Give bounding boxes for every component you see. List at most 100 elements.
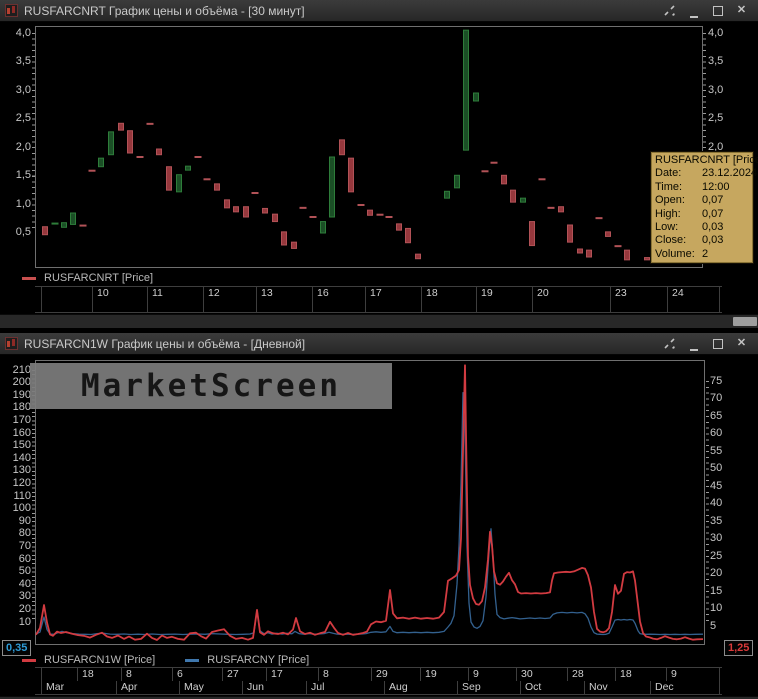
x-axis-grid-line (476, 299, 477, 312)
x-axis-grid-line (468, 668, 469, 681)
candle (118, 122, 124, 131)
candle (70, 212, 76, 225)
candle (127, 130, 133, 154)
y-axis-minor-ticks-left (32, 33, 35, 233)
candle (214, 183, 220, 191)
maximize-button[interactable] (710, 336, 725, 351)
minimize-button[interactable] (686, 336, 701, 351)
tooltip-title: RUSFARCNRT [Price] (655, 154, 758, 166)
tooltip-field-label: Low: (655, 221, 679, 234)
x-axis-grid-line (615, 668, 616, 681)
x-axis-day-row: 18 8 6 27 17 8 29 19 9 30 28 18 9 (35, 667, 722, 682)
y-axis-label: 4,0 (15, 26, 31, 39)
price-line-rusfarcn1w (35, 364, 704, 641)
tooltip-field-value: 0,07 (702, 207, 724, 220)
candle (61, 222, 67, 228)
horizontal-scrollbar[interactable] (0, 314, 758, 328)
candle (166, 166, 172, 191)
x-axis-grid-line (365, 287, 366, 300)
window-controls: ✕ (662, 336, 753, 351)
candle (243, 206, 249, 218)
minimize-button[interactable] (686, 3, 701, 18)
y-axis-label: 3,0 (15, 83, 31, 96)
x-axis-label: 17 (271, 668, 283, 680)
candle (146, 122, 154, 125)
candle (376, 213, 384, 216)
x-axis-label: 13 (261, 287, 273, 299)
candle (481, 170, 489, 173)
x-axis-grid-line (584, 681, 585, 694)
candle (194, 156, 202, 158)
x-axis-grid-line (203, 287, 204, 300)
maximize-button[interactable] (710, 3, 725, 18)
x-axis-label: 6 (177, 668, 183, 680)
candle (490, 161, 498, 164)
unlink-icon[interactable] (662, 3, 677, 18)
y-axis-label: 5 (710, 619, 717, 632)
y-axis-label: 75 (710, 374, 723, 387)
candle (463, 29, 469, 151)
x-axis-grid-line (147, 299, 148, 312)
x-axis-grid-line (420, 668, 421, 681)
legend-label: RUSFARCN1W [Price] (44, 654, 156, 666)
candle (577, 248, 583, 254)
x-axis-grid-line (312, 299, 313, 312)
x-axis-grid-line (242, 681, 243, 694)
tooltip-rows: Date: 23.12.2024 Time: 12:00 Open: 0,07 High: 0… (655, 167, 757, 261)
x-axis-label: Nov (589, 681, 608, 693)
y-axis-label: 30 (18, 590, 31, 603)
x-axis-label: 10 (97, 287, 109, 299)
candle (538, 178, 546, 181)
unlink-icon[interactable] (662, 336, 677, 351)
x-axis-grid-line (516, 668, 517, 681)
x-axis-label: 11 (152, 287, 163, 299)
candle (251, 192, 259, 194)
candle (624, 249, 630, 261)
candle (176, 174, 182, 193)
candle (320, 221, 326, 234)
x-axis-label: 29 (376, 668, 388, 680)
x-axis-label: 20 (537, 287, 549, 299)
x-axis-grid-line (532, 287, 533, 300)
line-plot[interactable] (35, 360, 705, 645)
scrollbar-thumb[interactable] (733, 317, 757, 326)
tooltip-field-value: 0,07 (702, 194, 724, 207)
candle (520, 197, 526, 203)
close-button[interactable]: ✕ (736, 4, 747, 16)
x-axis-grid-line (421, 299, 422, 312)
window-titlebar[interactable]: RUSFARCNRT График цены и объёма - [30 ми… (0, 0, 758, 22)
y-axis-minor-ticks-right (706, 381, 709, 626)
horizontal-scrollbar[interactable] (0, 696, 758, 699)
x-axis-grid-line (306, 681, 307, 694)
x-axis-grid-line (384, 681, 385, 694)
y-axis-label: 130 (12, 464, 31, 477)
x-axis-grid-line (256, 299, 257, 312)
y-axis-label: 40 (710, 497, 723, 509)
x-axis-grid-line (41, 681, 42, 694)
candlestick-chart-area: 4,0 3,5 3,0 2,5 2,0 1,5 1,0 0,5 4,0 3,5 3,0 2,5 2,0… (0, 22, 758, 331)
tooltip-field-label: High: (655, 207, 681, 220)
y-axis-label: 2,0 (708, 140, 724, 153)
tooltip-field-label: Volume: (655, 247, 695, 260)
x-axis-grid-line (203, 299, 204, 312)
y-axis-label: 2,5 (15, 112, 31, 125)
x-axis-label: 30 (521, 668, 533, 680)
x-axis-grid-line (312, 287, 313, 300)
x-axis-label: 27 (227, 668, 239, 680)
y-axis-label: 120 (12, 476, 31, 489)
y-axis-label: 20 (710, 567, 723, 579)
candle (605, 231, 611, 237)
last-value-box-left: 0,35 (2, 640, 32, 656)
candle (339, 139, 345, 156)
window-titlebar[interactable]: RUSFARCN1W График цены и объёма - [Дневн… (0, 333, 758, 355)
candlestick-plot[interactable] (35, 26, 703, 268)
y-axis-label: 25 (710, 549, 723, 562)
x-axis-empty-row (35, 299, 722, 313)
x-axis-label: Dec (655, 681, 674, 693)
x-axis-label: 16 (317, 287, 329, 299)
x-axis-label: 18 (620, 668, 632, 680)
y-axis-label: 2,5 (708, 112, 724, 125)
close-button[interactable]: ✕ (736, 337, 747, 349)
y-axis-minor-ticks-left (32, 370, 35, 622)
